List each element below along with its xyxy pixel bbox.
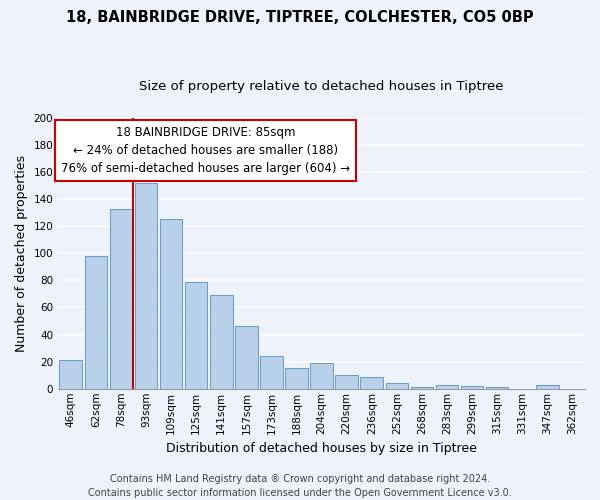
Text: 18, BAINBRIDGE DRIVE, TIPTREE, COLCHESTER, CO5 0BP: 18, BAINBRIDGE DRIVE, TIPTREE, COLCHESTE… [66,10,534,25]
Y-axis label: Number of detached properties: Number of detached properties [15,155,28,352]
Bar [410,388,433,389]
Bar [260,356,283,389]
X-axis label: Distribution of detached houses by size in Tiptree: Distribution of detached houses by size … [166,442,477,455]
Bar [134,183,157,389]
Bar [210,296,233,389]
Text: Contains HM Land Registry data ® Crown copyright and database right 2024.
Contai: Contains HM Land Registry data ® Crown c… [88,474,512,498]
Bar [310,363,333,389]
Bar [59,360,82,389]
Title: Size of property relative to detached houses in Tiptree: Size of property relative to detached ho… [139,80,504,93]
Bar [536,384,559,389]
Bar [386,384,408,389]
Bar [160,220,182,389]
Bar [361,376,383,389]
Bar [436,384,458,389]
Bar [235,326,257,389]
Bar [285,368,308,389]
Text: 18 BAINBRIDGE DRIVE: 85sqm
← 24% of detached houses are smaller (188)
76% of sem: 18 BAINBRIDGE DRIVE: 85sqm ← 24% of deta… [61,126,350,175]
Bar [110,208,132,389]
Bar [486,388,508,389]
Bar [335,375,358,389]
Bar [461,386,484,389]
Bar [185,282,208,389]
Bar [85,256,107,389]
